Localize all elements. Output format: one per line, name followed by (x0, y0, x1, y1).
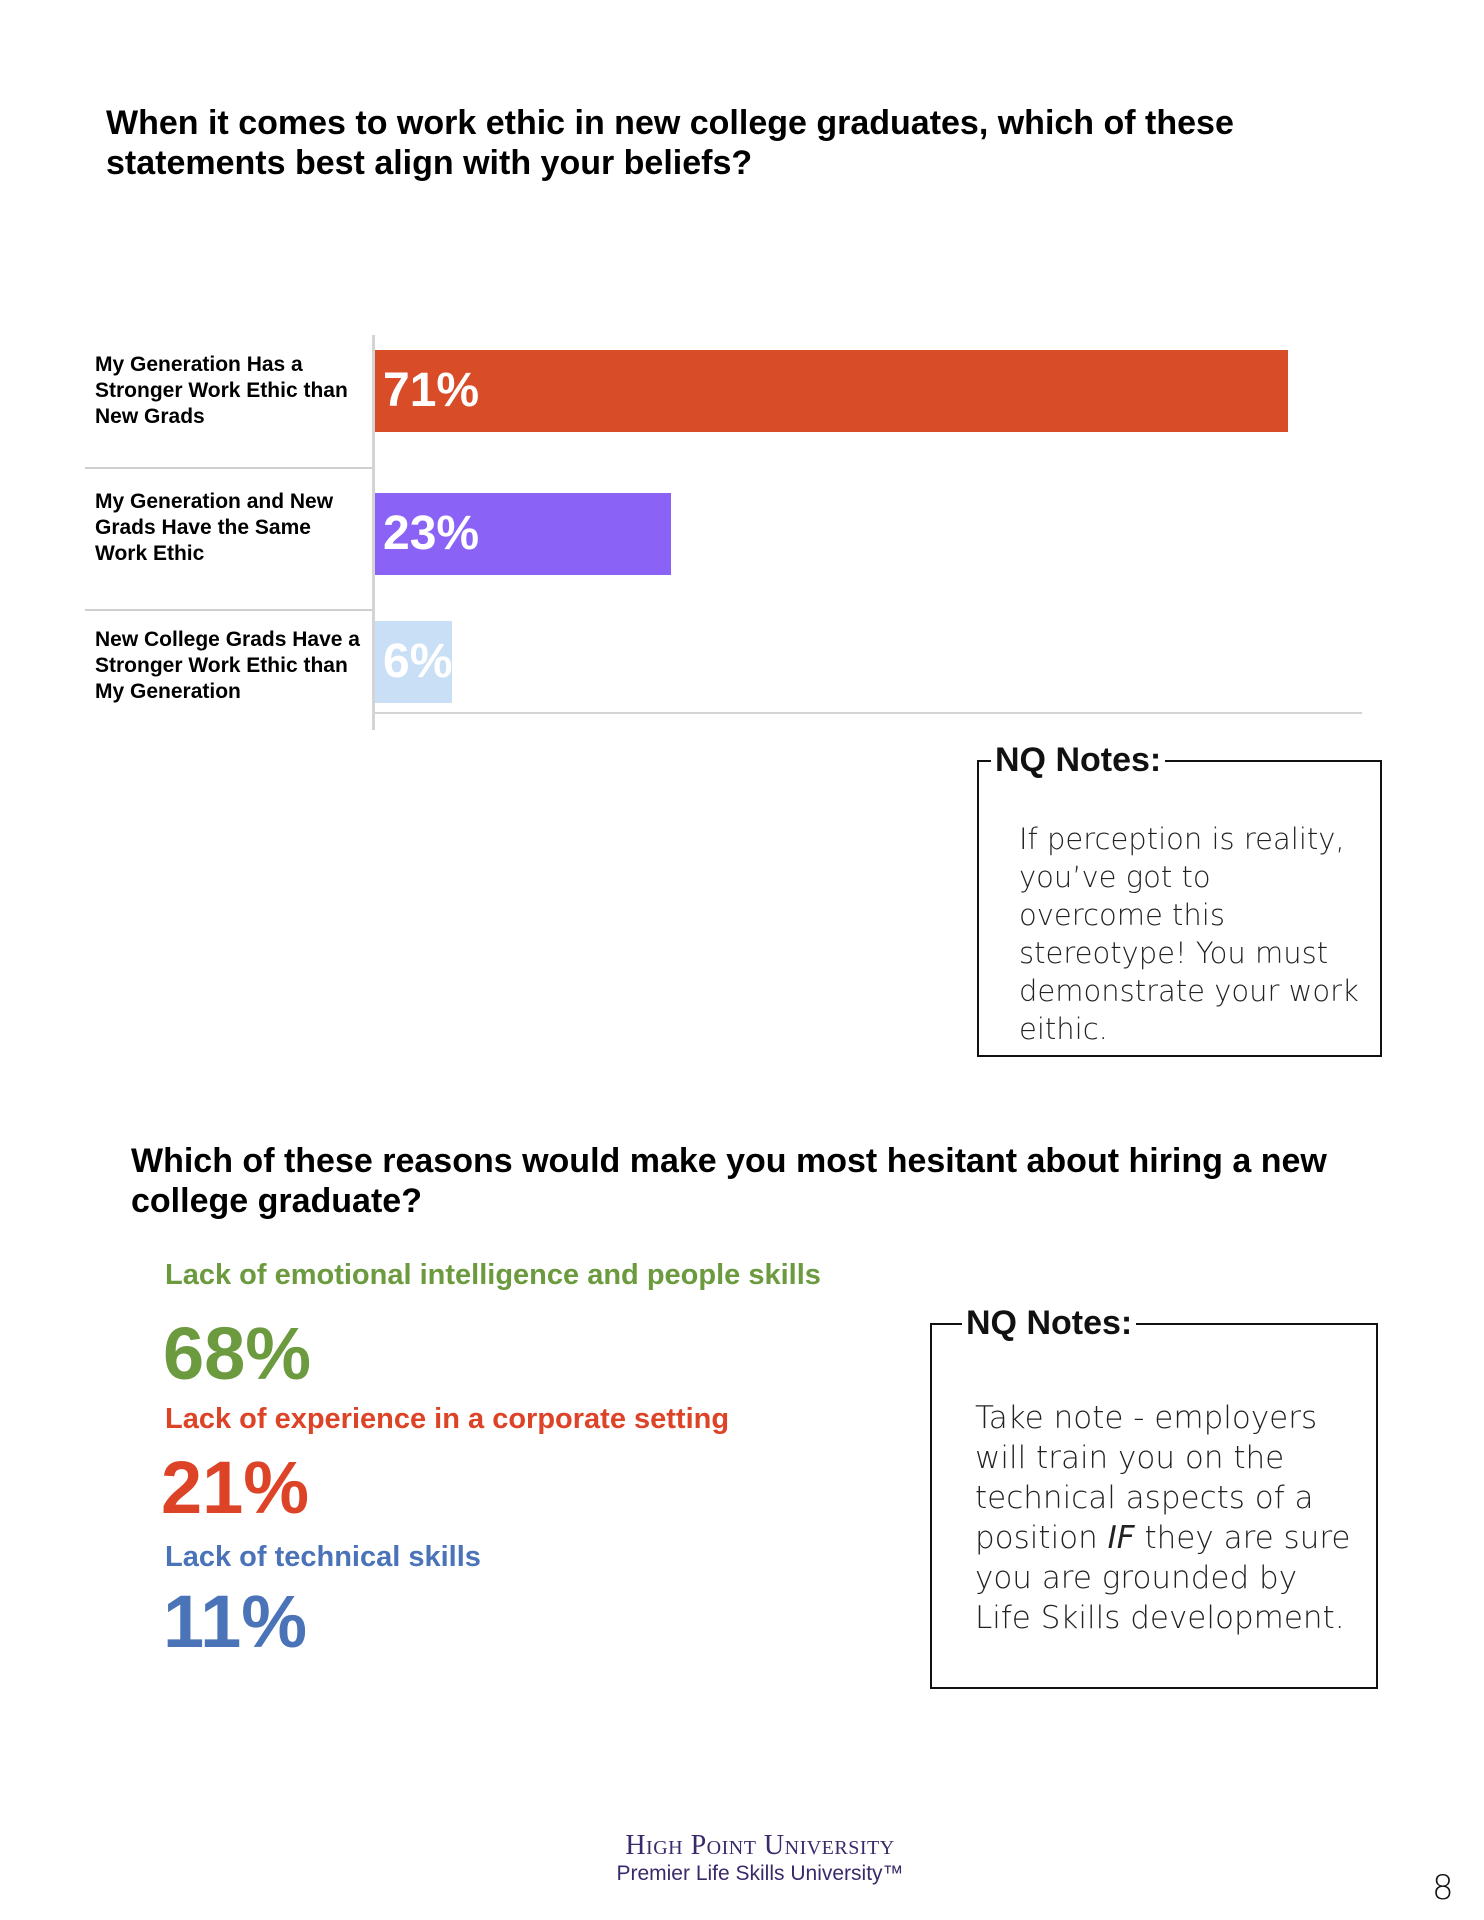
nq-notes-box-2: NQ Notes: Take note - employers will tra… (930, 1303, 1378, 1689)
category-separator (85, 467, 372, 469)
nq-notes-box-1: NQ Notes: If perception is reality, you’… (977, 740, 1382, 1057)
bar-2: 6% (375, 621, 452, 703)
category-label-stronger-new-grads: New College Grads Have a Stronger Work E… (95, 628, 360, 703)
chart-horizontal-axis (372, 712, 1362, 714)
nq-notes-text: Take note - employers will train you on … (975, 1398, 1355, 1638)
bar-value-label: 23% (383, 507, 480, 560)
page-number: 8 (1432, 1868, 1454, 1908)
nq-notes-title: NQ Notes: (962, 1303, 1137, 1343)
question-2-title: Which of these reasons would make you mo… (131, 1142, 1327, 1220)
work-ethic-bar-chart: My Generation Has a Stronger Work Ethic … (85, 335, 1375, 735)
bar-0: 71% (375, 350, 1288, 432)
question-1-title: When it comes to work ethic in new colle… (106, 104, 1234, 182)
nq-notes-text-before: Take note - employers will train you on … (975, 1400, 1318, 1556)
reason-label-technical-skills: Lack of technical skills (165, 1541, 481, 1573)
reason-label-emotional-intelligence: Lack of emotional intelligence and peopl… (165, 1259, 821, 1291)
bar-value-label: 71% (383, 364, 480, 417)
footer-logo: High Point University Premier Life Skill… (560, 1830, 960, 1886)
university-name: High Point University (625, 1830, 895, 1861)
nq-notes-title: NQ Notes: (991, 740, 1166, 780)
chart-vertical-axis (372, 335, 375, 730)
nq-notes-text: If perception is reality, you’ve got to … (1019, 822, 1359, 1046)
nq-notes-text-after: they are sure you are grounded by Life S… (975, 1520, 1351, 1636)
reason-value-corporate-experience: 21% (161, 1446, 310, 1529)
category-separator (85, 609, 372, 611)
nq-notes-text-emphasis: IF (1107, 1520, 1135, 1556)
bar-1: 23% (375, 493, 671, 575)
category-label-same: My Generation and New Grads Have the Sam… (95, 490, 334, 565)
bar-value-label: 6% (383, 635, 453, 688)
university-tagline: Premier Life Skills University™ (616, 1862, 904, 1885)
reason-label-corporate-experience: Lack of experience in a corporate settin… (165, 1403, 730, 1435)
reason-value-technical-skills: 11% (163, 1580, 308, 1663)
category-label-stronger-my-gen: My Generation Has a Stronger Work Ethic … (95, 353, 348, 428)
reason-value-emotional-intelligence: 68% (163, 1312, 312, 1395)
